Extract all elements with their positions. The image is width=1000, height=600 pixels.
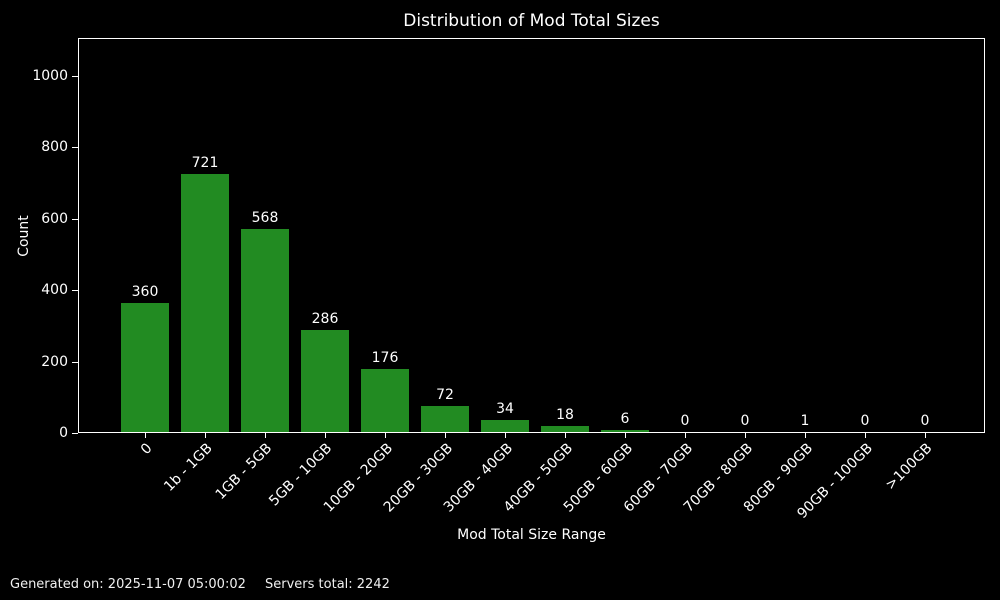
- bar-slot: 0: [895, 39, 955, 432]
- bar: [481, 420, 529, 432]
- x-tick-mark: [685, 433, 686, 438]
- x-tick-mark: [145, 433, 146, 438]
- bar-value-label: 721: [191, 155, 219, 171]
- bar-slot: 568: [235, 39, 295, 432]
- bar-value-label: 176: [371, 350, 399, 366]
- bar-slot: 176: [355, 39, 415, 432]
- plot-area: 360 721 568 286 176 72 34 18 6 0 0 1 0 0: [78, 38, 985, 433]
- bar-value-label: 0: [860, 413, 870, 429]
- x-tick-mark: [925, 433, 926, 438]
- y-tick-mark: [72, 218, 78, 220]
- x-tick-mark: [565, 433, 566, 438]
- bar-slot: 0: [715, 39, 775, 432]
- x-tick-label: 0: [137, 440, 156, 458]
- servers-total-text: Servers total: 2242: [265, 577, 390, 592]
- x-tick-mark: [625, 433, 626, 438]
- bar: [301, 330, 349, 432]
- bar: [181, 174, 229, 432]
- bar: [541, 426, 589, 432]
- bar-slot: 0: [835, 39, 895, 432]
- x-tick-label: 1GB - 5GB: [212, 440, 276, 504]
- y-tick-mark: [72, 290, 78, 291]
- y-tick-label: 0: [59, 425, 68, 441]
- bar-value-label: 0: [920, 413, 930, 429]
- bar-value-label: 0: [680, 413, 690, 429]
- y-tick-label: 1000: [32, 67, 68, 84]
- generated-on-text: Generated on: 2025-11-07 05:00:02: [10, 577, 246, 592]
- bar-value-label: 568: [251, 210, 279, 226]
- footer: Generated on: 2025-11-07 05:00:02 Server…: [10, 577, 390, 592]
- bar-slot: 1: [775, 39, 835, 432]
- bar-value-label: 72: [436, 387, 454, 403]
- x-axis-label: Mod Total Size Range: [457, 527, 606, 543]
- x-tick-label: 1b - 1GB: [161, 440, 216, 495]
- x-tick-mark: [325, 433, 326, 438]
- x-tick-mark: [445, 433, 446, 438]
- bar-slot: 6: [595, 39, 655, 432]
- bar-slot: 34: [475, 39, 535, 432]
- bar-value-label: 6: [620, 411, 630, 427]
- bar-value-label: 286: [311, 311, 339, 327]
- x-tick-mark: [745, 433, 746, 438]
- bar: [361, 369, 409, 432]
- x-tick-mark: [205, 433, 206, 438]
- y-tick-label: 600: [41, 210, 68, 227]
- y-tick-label: 800: [41, 139, 68, 155]
- x-tick-mark: [265, 433, 266, 438]
- bar-slot: 286: [295, 39, 355, 432]
- x-tick-mark: [505, 433, 506, 438]
- y-tick-label: 400: [41, 282, 68, 298]
- x-tick-mark: [385, 433, 386, 438]
- bar-value-label: 360: [131, 284, 159, 300]
- chart-title: Distribution of Mod Total Sizes: [403, 11, 660, 31]
- bar: [241, 229, 289, 432]
- bar-slot: 360: [115, 39, 175, 432]
- bar-slot: 721: [175, 39, 235, 432]
- bar-value-label: 34: [496, 401, 514, 417]
- bar-slot: 18: [535, 39, 595, 432]
- x-tick-label: >100GB: [882, 440, 936, 494]
- y-tick-label: 200: [41, 353, 68, 370]
- y-tick-mark: [72, 361, 78, 363]
- x-tick-mark: [805, 433, 806, 438]
- y-tick-mark: [72, 147, 78, 148]
- bar: [601, 430, 649, 432]
- x-tick-mark: [865, 433, 866, 438]
- bar-slot: 72: [415, 39, 475, 432]
- bar-value-label: 1: [800, 413, 810, 429]
- bar-value-label: 18: [556, 407, 574, 423]
- y-tick-mark: [72, 75, 78, 77]
- bar: [421, 406, 469, 432]
- bar: [121, 303, 169, 432]
- bar-slot: 0: [655, 39, 715, 432]
- y-tick-mark: [72, 433, 78, 434]
- bar-value-label: 0: [740, 413, 750, 429]
